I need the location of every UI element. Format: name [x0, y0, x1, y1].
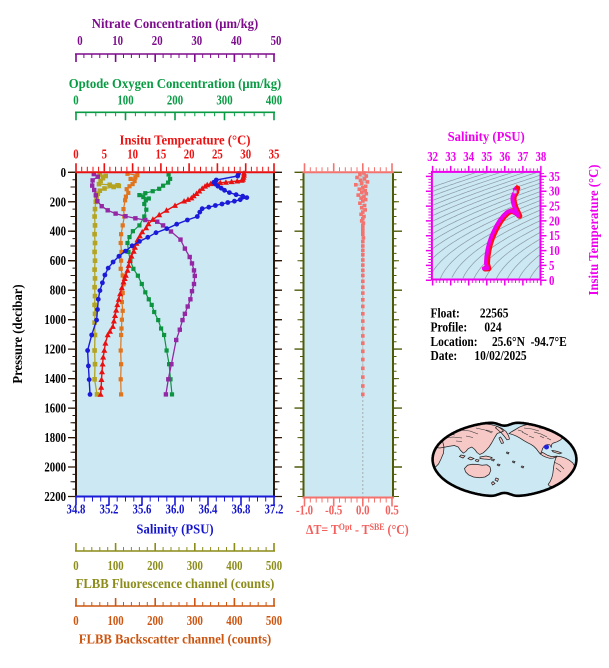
svg-text:0.0: 0.0 — [356, 502, 370, 517]
svg-text:37: 37 — [518, 149, 529, 164]
svg-text:FLBB Fluorescence channel (cou: FLBB Fluorescence channel (counts) — [76, 576, 275, 591]
svg-text:37.2: 37.2 — [265, 501, 284, 516]
svg-text:200: 200 — [147, 613, 163, 628]
svg-text:Float: 22565: Float: 22565 — [431, 306, 509, 321]
svg-text:1200: 1200 — [44, 341, 66, 356]
svg-text:20: 20 — [549, 213, 560, 228]
svg-text:30: 30 — [191, 33, 202, 48]
svg-text:1800: 1800 — [44, 430, 66, 445]
svg-text:300: 300 — [187, 613, 203, 628]
svg-text:30: 30 — [549, 184, 560, 199]
svg-text:Insitu Temperature (°C): Insitu Temperature (°C) — [120, 132, 251, 147]
svg-text:Location: 25.6°N -94.7°E: Location: 25.6°N -94.7°E — [431, 334, 567, 349]
svg-text:20: 20 — [184, 146, 195, 161]
svg-text:35.6: 35.6 — [133, 501, 152, 516]
svg-text:36: 36 — [499, 149, 510, 164]
svg-text:Salinity (PSU): Salinity (PSU) — [136, 521, 213, 536]
svg-text:100: 100 — [108, 613, 124, 628]
svg-text:0: 0 — [61, 165, 66, 180]
svg-text:100: 100 — [108, 558, 124, 573]
svg-text:100: 100 — [117, 92, 133, 107]
svg-text:0.5: 0.5 — [385, 502, 399, 517]
svg-text:Optode Oxygen Concentration (μ: Optode Oxygen Concentration (μm/kg) — [69, 76, 282, 91]
svg-text:300: 300 — [216, 92, 232, 107]
svg-text:35.2: 35.2 — [100, 501, 119, 516]
svg-text:36.0: 36.0 — [166, 501, 185, 516]
svg-text:5: 5 — [549, 258, 554, 273]
svg-text:38: 38 — [536, 149, 547, 164]
svg-text:400: 400 — [50, 224, 66, 239]
svg-text:ΔT= TOpt - TSBE (°C): ΔT= TOpt - TSBE (°C) — [306, 522, 409, 538]
svg-text:Insitu Temperature (°C): Insitu Temperature (°C) — [586, 165, 601, 296]
svg-text:34.8: 34.8 — [67, 501, 86, 516]
svg-text:2000: 2000 — [44, 459, 66, 474]
svg-text:15: 15 — [156, 146, 167, 161]
svg-text:400: 400 — [226, 613, 242, 628]
svg-text:25: 25 — [212, 146, 223, 161]
svg-text:35: 35 — [481, 149, 492, 164]
svg-text:FLBB Backscatter channel (coun: FLBB Backscatter channel (counts) — [79, 631, 271, 646]
svg-text:5: 5 — [102, 146, 107, 161]
svg-text:20: 20 — [152, 33, 163, 48]
svg-text:0: 0 — [73, 146, 78, 161]
svg-text:200: 200 — [167, 92, 183, 107]
svg-text:Date: 10/02/2025: Date: 10/02/2025 — [431, 348, 527, 363]
svg-text:Nitrate Concentration (μm/kg): Nitrate Concentration (μm/kg) — [92, 16, 258, 31]
svg-text:30: 30 — [240, 146, 251, 161]
svg-text:1400: 1400 — [44, 371, 66, 386]
svg-text:300: 300 — [187, 558, 203, 573]
svg-text:0: 0 — [73, 558, 78, 573]
svg-text:600: 600 — [50, 253, 66, 268]
svg-text:0: 0 — [549, 273, 554, 288]
svg-text:10: 10 — [112, 33, 123, 48]
svg-text:15: 15 — [549, 228, 560, 243]
svg-text:Pressure (decibar): Pressure (decibar) — [10, 284, 25, 383]
svg-text:1600: 1600 — [44, 400, 66, 415]
svg-text:10: 10 — [127, 146, 138, 161]
svg-text:25: 25 — [549, 198, 560, 213]
svg-text:400: 400 — [266, 92, 282, 107]
svg-text:800: 800 — [50, 283, 66, 298]
svg-text:2200: 2200 — [44, 489, 66, 504]
svg-text:400: 400 — [226, 558, 242, 573]
svg-text:36.4: 36.4 — [199, 501, 218, 516]
svg-text:10: 10 — [549, 243, 560, 258]
svg-text:-1.0: -1.0 — [296, 502, 313, 517]
svg-text:Profile: 024: Profile: 024 — [431, 320, 503, 335]
svg-text:Salinity (PSU): Salinity (PSU) — [448, 129, 525, 144]
svg-text:0: 0 — [73, 613, 78, 628]
svg-text:36.8: 36.8 — [232, 501, 251, 516]
svg-text:500: 500 — [266, 558, 282, 573]
svg-text:50: 50 — [271, 33, 282, 48]
svg-text:-0.5: -0.5 — [325, 502, 342, 517]
svg-text:1000: 1000 — [44, 312, 66, 327]
svg-text:35: 35 — [549, 169, 560, 184]
svg-text:33: 33 — [445, 149, 456, 164]
svg-text:35: 35 — [269, 146, 280, 161]
svg-text:0: 0 — [77, 33, 82, 48]
svg-text:200: 200 — [147, 558, 163, 573]
svg-text:200: 200 — [50, 194, 66, 209]
svg-text:32: 32 — [427, 149, 438, 164]
svg-text:34: 34 — [463, 149, 474, 164]
svg-text:40: 40 — [231, 33, 242, 48]
svg-text:0: 0 — [73, 92, 78, 107]
svg-text:500: 500 — [266, 613, 282, 628]
